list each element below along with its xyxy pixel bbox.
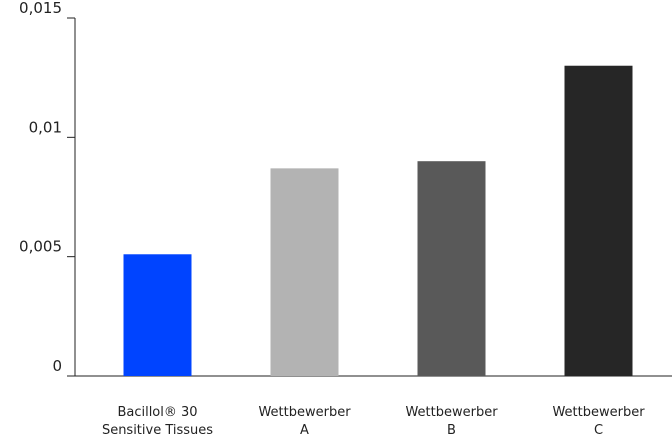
x-tick-label: Sensitive Tissues: [102, 423, 213, 438]
y-tick-label: 0: [52, 357, 62, 375]
y-tick-label: 0,01: [29, 118, 62, 136]
bar: [270, 168, 339, 376]
x-tick-label: A: [300, 423, 309, 438]
x-tick-label: C: [594, 423, 603, 438]
x-tick-label: Bacillol® 30: [117, 405, 197, 420]
y-tick-label: 0,005: [19, 238, 62, 256]
x-tick-label: Wettbewerber: [405, 405, 498, 420]
x-tick-label: Wettbewerber: [258, 405, 351, 420]
y-tick-label: 0,015: [19, 0, 62, 17]
bar: [564, 65, 633, 376]
bar: [417, 161, 486, 376]
bar: [123, 254, 192, 376]
x-tick-label: B: [447, 423, 456, 438]
x-tick-label: Wettbewerber: [552, 405, 645, 420]
